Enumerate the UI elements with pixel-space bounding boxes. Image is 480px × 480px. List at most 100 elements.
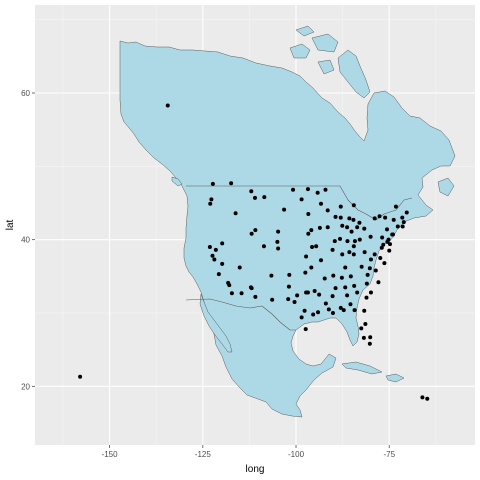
data-point xyxy=(352,283,357,288)
data-point xyxy=(387,248,392,253)
north-america-map xyxy=(119,25,456,418)
data-point xyxy=(332,239,337,244)
data-point xyxy=(261,244,266,249)
y-tick-label: 20 xyxy=(21,382,30,391)
data-point xyxy=(305,187,310,192)
data-point xyxy=(362,308,367,313)
data-point xyxy=(309,265,314,270)
data-point xyxy=(330,247,335,252)
data-point xyxy=(292,300,297,304)
data-point xyxy=(385,227,389,232)
data-point xyxy=(368,234,373,239)
data-point xyxy=(352,239,357,244)
data-point xyxy=(387,242,392,247)
newfoundland xyxy=(437,177,455,197)
data-point xyxy=(367,266,372,271)
data-point xyxy=(253,294,258,299)
data-point xyxy=(400,215,405,220)
data-point xyxy=(355,290,360,295)
data-point xyxy=(340,252,345,257)
data-point xyxy=(286,297,291,302)
data-point xyxy=(365,272,370,277)
data-point xyxy=(237,265,242,270)
x-tick-label: -100 xyxy=(288,450,305,459)
data-point xyxy=(345,293,350,298)
data-point xyxy=(333,214,338,219)
data-point xyxy=(338,305,343,310)
data-point xyxy=(378,256,383,260)
data-point xyxy=(165,103,170,108)
data-point xyxy=(325,225,330,230)
data-point xyxy=(270,297,275,302)
data-point xyxy=(339,275,344,280)
data-point xyxy=(349,229,354,234)
data-point xyxy=(357,237,362,242)
data-point xyxy=(420,395,425,400)
data-point xyxy=(208,201,213,206)
data-point xyxy=(253,195,257,200)
data-point xyxy=(348,274,353,279)
data-point xyxy=(326,307,331,312)
data-point xyxy=(295,293,300,298)
data-point xyxy=(345,239,350,244)
x-tick-label: -150 xyxy=(102,450,119,459)
data-point xyxy=(382,261,387,266)
data-point xyxy=(216,272,221,277)
north-america-landmass xyxy=(119,40,456,418)
data-point xyxy=(248,285,253,290)
data-point xyxy=(233,211,238,216)
data-point xyxy=(210,181,215,186)
city-points xyxy=(78,103,430,401)
data-point xyxy=(305,290,310,295)
hispaniola xyxy=(385,373,405,383)
data-point xyxy=(310,245,315,249)
data-point xyxy=(359,264,364,269)
data-point xyxy=(282,207,287,212)
data-point xyxy=(303,327,308,332)
data-point xyxy=(362,250,367,255)
data-point xyxy=(401,220,406,225)
data-point xyxy=(210,253,215,258)
data-point xyxy=(368,290,373,295)
data-point xyxy=(377,214,382,219)
data-point xyxy=(361,335,366,340)
data-point xyxy=(372,252,377,257)
data-point xyxy=(352,308,357,313)
arctic-island-1 xyxy=(289,43,311,59)
data-point xyxy=(311,312,316,317)
data-point xyxy=(368,335,373,340)
data-point xyxy=(229,181,234,186)
data-point xyxy=(364,281,369,286)
data-point xyxy=(299,197,304,202)
data-point xyxy=(269,273,274,278)
data-point xyxy=(330,294,335,299)
data-point xyxy=(347,250,352,255)
data-point xyxy=(367,341,372,346)
vancouver-island xyxy=(171,176,183,187)
data-point xyxy=(287,272,292,277)
data-point xyxy=(316,310,321,315)
data-point xyxy=(368,257,373,262)
us-border xyxy=(185,185,413,331)
data-point xyxy=(319,258,323,263)
data-point xyxy=(322,276,327,281)
data-point xyxy=(253,228,258,233)
data-point xyxy=(343,285,348,290)
data-point xyxy=(383,215,388,220)
data-point xyxy=(306,212,311,216)
data-point xyxy=(372,216,377,221)
y-axis-title: lat xyxy=(5,219,16,230)
data-point xyxy=(345,225,350,230)
x-tick-label: -125 xyxy=(195,450,212,459)
data-point xyxy=(317,225,322,230)
data-point xyxy=(359,326,364,331)
data-point xyxy=(309,228,314,233)
data-point xyxy=(340,223,345,228)
data-point xyxy=(373,268,378,273)
data-point xyxy=(299,315,304,320)
data-point xyxy=(239,291,244,296)
data-point xyxy=(391,217,396,222)
data-point xyxy=(348,302,353,307)
data-point xyxy=(333,286,338,291)
